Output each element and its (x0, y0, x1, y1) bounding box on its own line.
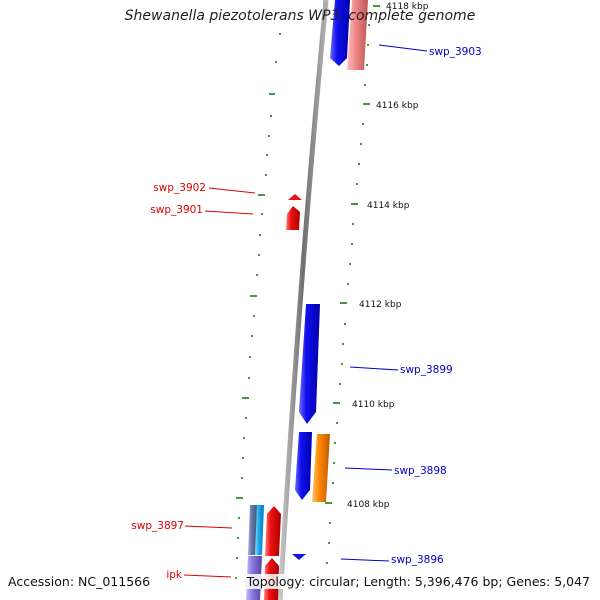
gene-label-swp-3896[interactable]: swp_3896 (391, 554, 444, 566)
scale-label-4114: 4114 kbp (367, 201, 410, 211)
gene-swp-3897-slate[interactable] (248, 505, 257, 555)
gene-swp-3897-red[interactable] (265, 506, 281, 556)
genome-backbone (277, 0, 329, 600)
genome-title: Shewanella piezotolerans WP3, complete g… (124, 8, 476, 24)
gene-swp-3898-orange[interactable] (312, 434, 330, 502)
gene-label-swp-3898[interactable]: swp_3898 (394, 465, 447, 477)
inner-tick-marks (235, 33, 281, 579)
gene-label-swp-3903[interactable]: swp_3903 (429, 46, 482, 58)
left-label-leaders (183, 187, 256, 578)
gene-swp-3897-light-blue[interactable] (255, 505, 264, 555)
gene-swp-3903-light-red[interactable] (347, 0, 368, 70)
gene-label-swp-3901[interactable]: swp_3901 (150, 204, 203, 216)
gene-swp-3901[interactable] (286, 206, 300, 230)
gene-label-ipk[interactable]: ipk (166, 569, 183, 581)
topology-text: Topology: circular; Length: 5,396,476 bp… (246, 574, 590, 589)
gene-swp-3903-blue[interactable] (330, 0, 350, 66)
scale-label-4112: 4112 kbp (359, 300, 402, 310)
right-label-leaders (340, 44, 428, 562)
scale-label-4108: 4108 kbp (347, 500, 390, 510)
scale-label-4116: 4116 kbp (376, 101, 419, 111)
gene-swp-3899[interactable] (299, 304, 320, 424)
gene-swp-3898-blue[interactable] (295, 432, 312, 500)
scale-label-4110: 4110 kbp (352, 400, 395, 410)
gene-label-swp-3902[interactable]: swp_3902 (153, 182, 206, 194)
outer-tick-marks (325, 5, 380, 564)
gene-label-swp-3899[interactable]: swp_3899 (400, 364, 453, 376)
accession-text: Accession: NC_011566 (8, 574, 151, 589)
scale-label-4118: 4118 kbp (386, 2, 429, 12)
gene-label-swp-3897[interactable]: swp_3897 (131, 520, 184, 532)
gene-swp-3902[interactable] (288, 194, 302, 200)
gene-swp-3896[interactable] (292, 554, 306, 560)
